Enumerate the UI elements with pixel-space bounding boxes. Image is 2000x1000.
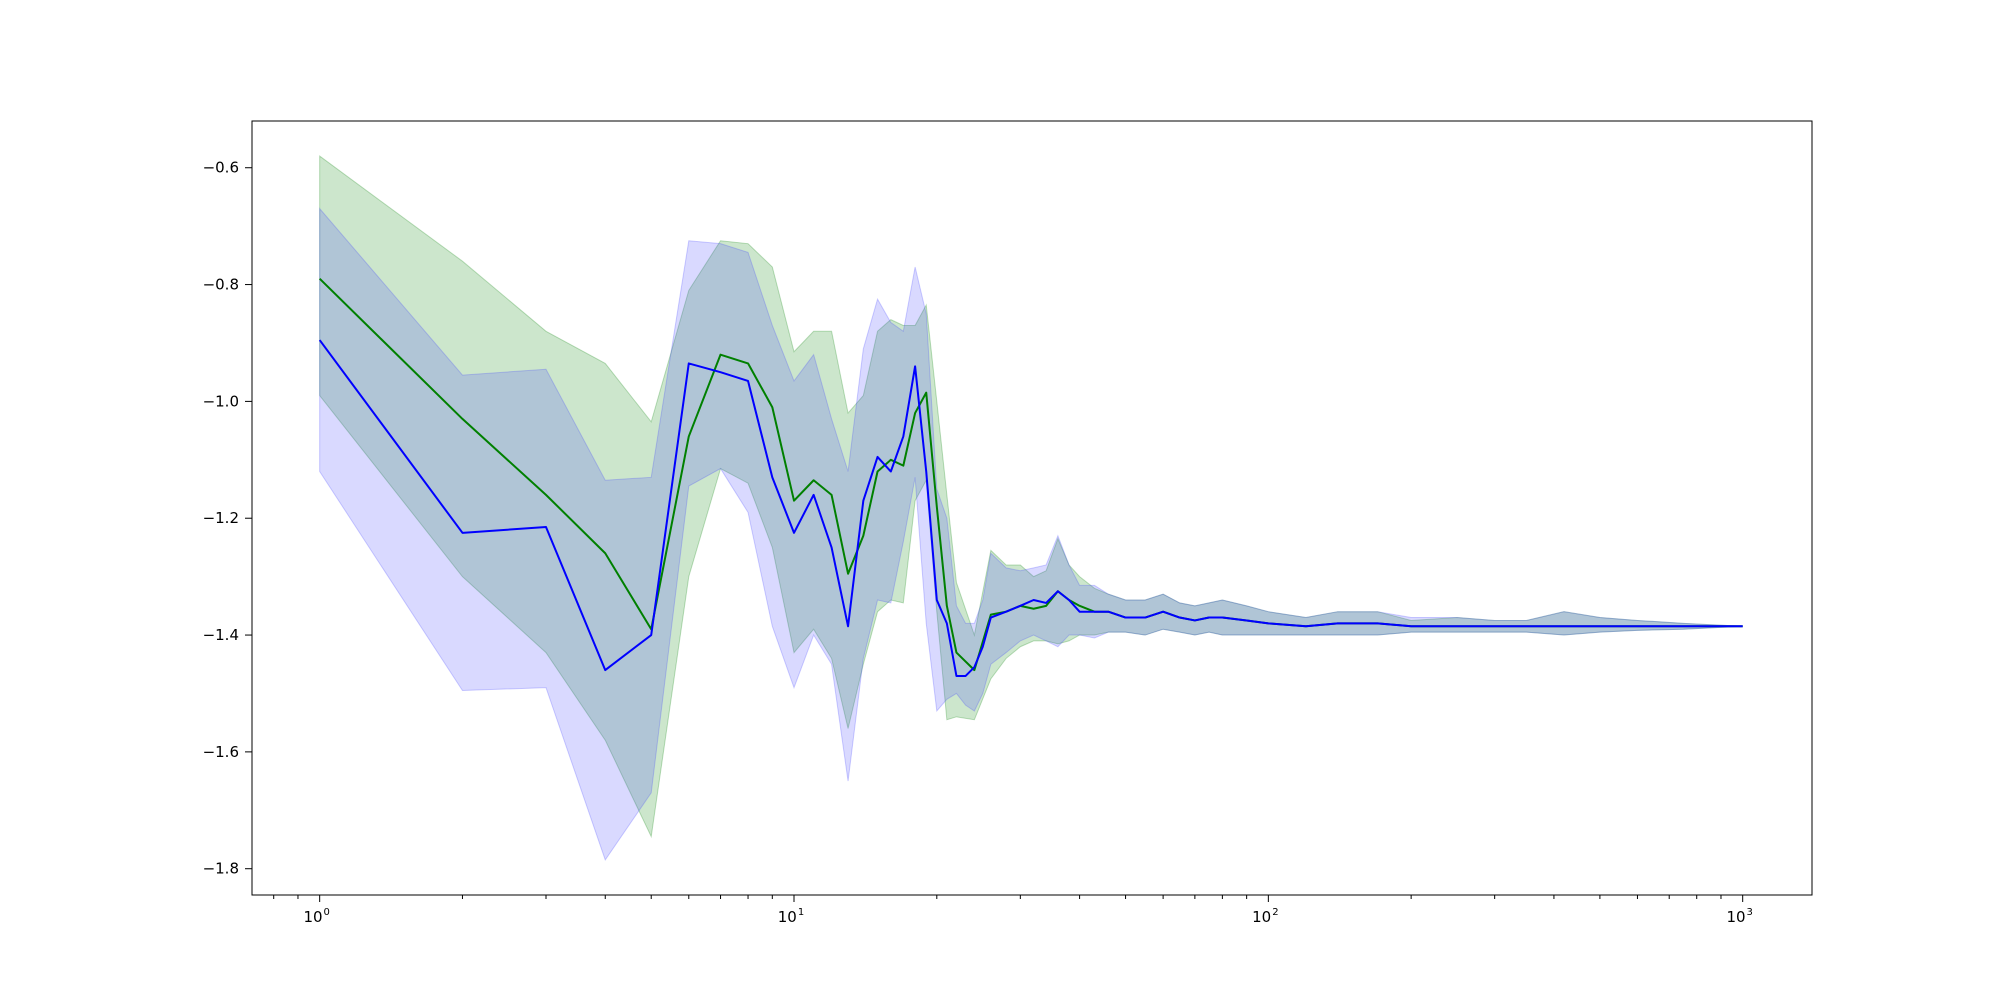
series-lines [318,278,1743,677]
y-tick-label-0: −0.6 [203,159,239,177]
x-tick-exponent-0: 0 [324,907,330,918]
y-tick-label-4: −1.4 [203,626,239,644]
x-tick-exponent-1: 1 [798,907,804,918]
y-tick-label-6: −1.8 [203,860,239,878]
plot-frame [251,120,1813,896]
y-tick-label-2: −1.0 [203,392,239,410]
x-tick-exponent-3: 3 [1747,907,1753,918]
series-1-band [319,155,1743,839]
y-tick-label-5: −1.6 [203,743,239,761]
x-tick-exponent-2: 2 [1272,907,1278,918]
series-2-line [318,339,1743,677]
y-axis-ticks: −0.6 −0.8 −1.0 −1.2 −1.4 −1.6 −1.8 [203,159,252,878]
y-tick-label-3: −1.2 [203,509,239,527]
series-2-band [319,207,1743,862]
y-tick-label-1: −0.8 [203,276,239,294]
confidence-bands [319,155,1743,862]
